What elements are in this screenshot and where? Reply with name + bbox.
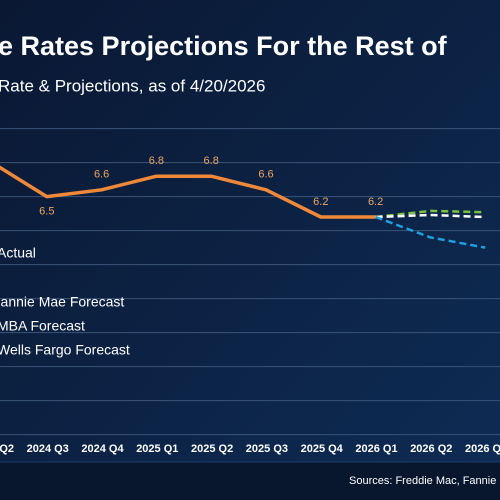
series-line	[375, 213, 486, 219]
x-tick-label: 2026 Q1	[355, 443, 397, 455]
data-label: 6.2	[368, 196, 383, 208]
x-tick-label: 2026 Q3	[465, 443, 500, 455]
x-tick-label: 2025 Q3	[246, 443, 288, 455]
data-label: 6.2	[313, 196, 328, 208]
series-line	[375, 215, 486, 249]
data-label: 6.5	[39, 206, 54, 218]
x-tick-label: 2024 Q3	[27, 443, 69, 455]
x-tick-label: 2025 Q4	[301, 443, 344, 455]
series-line	[375, 209, 486, 219]
x-tick-label: 2024 Q4	[81, 443, 124, 455]
legend-label: Actual	[0, 245, 36, 261]
source-note: Sources: Freddie Mac, Fannie	[349, 475, 496, 487]
data-label: 6.6	[258, 169, 273, 181]
chart-subtitle: Rate & Projections, as of 4/20/2026	[0, 76, 265, 95]
footer-band	[0, 462, 500, 500]
legend-label: MBA Forecast	[0, 318, 85, 334]
legend-label: Wells Fargo Forecast	[0, 342, 130, 358]
x-tick-label: Q2	[0, 443, 14, 455]
x-tick-label: 2025 Q2	[191, 443, 233, 455]
data-label: 6.8	[204, 155, 219, 167]
x-tick-label: 2025 Q1	[136, 443, 178, 455]
data-label: 6.8	[149, 155, 164, 167]
legend-label: Fannie Mae Forecast	[0, 294, 124, 310]
data-label: 6.6	[94, 169, 109, 181]
series-line	[0, 165, 376, 219]
chart-title: e Rates Projections For the Rest of	[0, 31, 448, 61]
x-tick-label: 2026 Q2	[410, 443, 452, 455]
